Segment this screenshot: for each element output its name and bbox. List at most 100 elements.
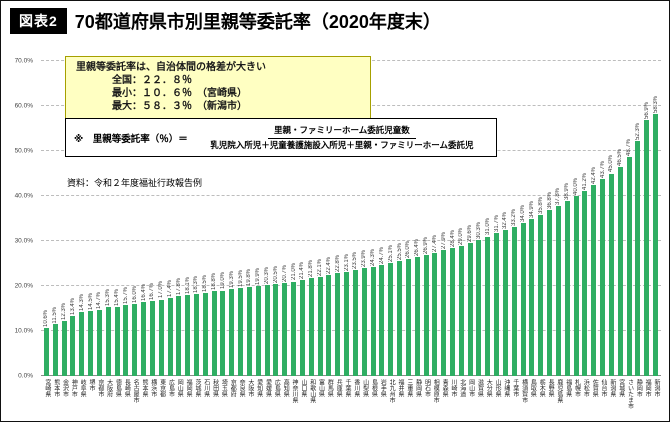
callout-national-average: 全国：２２．８％	[112, 75, 192, 86]
callout-heading: 里親等委託率は、自治体間の格差が大きい	[76, 62, 266, 73]
bar-slot: 19.9%	[254, 61, 263, 376]
bar	[229, 289, 235, 376]
bar-value-label: 12.3%	[61, 302, 68, 320]
x-axis-label-slot: 千葉市	[510, 379, 519, 421]
x-axis-label: 相模原市	[432, 379, 439, 403]
bar-slot: 37.8%	[554, 61, 563, 376]
bar	[388, 263, 394, 376]
bar-value-label: 15.4%	[114, 288, 121, 306]
bar-value-label: 17.4%	[167, 279, 173, 297]
bar	[123, 305, 129, 376]
bar-value-label: 48.7%	[626, 138, 633, 156]
bar-slot: 21.0%	[289, 61, 298, 376]
bar	[485, 236, 491, 376]
bar-value-label: 24.7%	[378, 246, 385, 264]
x-axis-label: 兵庫県	[335, 379, 342, 397]
bar-value-label: 26.0%	[405, 240, 412, 258]
callout-minimum: 最小：１０．６％ （宮崎県）	[112, 88, 247, 99]
x-axis-label-slot: 仙台市	[598, 379, 607, 421]
x-axis-label-slot: 高知県	[280, 379, 289, 421]
bar	[264, 284, 270, 376]
bar-slot: 20.3%	[263, 61, 272, 376]
bar-value-label: 19.0%	[219, 272, 226, 290]
bar	[317, 276, 323, 376]
bar-slot: 26.0%	[404, 61, 413, 376]
x-axis-label: さいたま市	[626, 379, 633, 409]
x-axis-label: 長野県	[547, 379, 554, 397]
bar	[555, 205, 561, 376]
bar	[352, 270, 358, 376]
bar	[423, 254, 429, 376]
x-axis-label: 熊本県	[140, 379, 147, 397]
bar-slot: 17.0%	[157, 61, 166, 376]
x-axis-label: 秋田県	[211, 379, 218, 397]
x-axis-label: 和歌山県	[308, 379, 315, 403]
bar-slot: 22.4%	[325, 61, 334, 376]
x-axis-label: 静岡県	[414, 379, 421, 397]
x-axis-label-slot: 茨城県	[192, 379, 201, 421]
formula-prefix: ※ 里親等委託率（％）＝	[74, 133, 188, 145]
bar-value-label: 34.0%	[520, 204, 527, 222]
x-axis-label: 岡山県	[176, 379, 183, 397]
bar-value-label: 58.3%	[652, 95, 659, 113]
x-axis-label-slot: 北海道	[457, 379, 466, 421]
x-axis-label-slot: 石川県	[201, 379, 210, 421]
bar-slot: 26.9%	[422, 61, 431, 376]
gridline	[41, 195, 661, 196]
bar-value-label: 31.7%	[493, 215, 500, 233]
bar-slot: 16.4%	[139, 61, 148, 376]
bar-value-label: 25.1%	[387, 245, 394, 263]
bar-slot: 40.0%	[572, 61, 581, 376]
bar	[397, 261, 403, 376]
bar-slot: 10.6%	[42, 61, 51, 376]
x-axis-label-slot: 千葉県	[342, 379, 351, 421]
bar-slot: 41.2%	[581, 61, 590, 376]
bar	[185, 294, 191, 376]
x-axis-label: 高知県	[282, 379, 289, 397]
bar-slot: 15.7%	[121, 61, 130, 376]
x-axis-label: 名古屋市	[132, 379, 139, 403]
x-axis-label-slot: 熊本県	[139, 379, 148, 421]
gridline	[41, 330, 661, 331]
x-axis-label: 岡山市	[467, 379, 474, 397]
x-axis-label: 浜松市	[582, 379, 589, 397]
bar-value-label: 22.1%	[317, 258, 324, 276]
bar-slot: 52.3%	[633, 61, 642, 376]
x-axis-label-slot: 静岡市	[633, 379, 642, 421]
bar-slot: 35.8%	[536, 61, 545, 376]
bar-value-label: 18.5%	[202, 274, 209, 292]
bar-slot: 58.3%	[651, 61, 660, 376]
x-axis-label: 大阪市	[246, 379, 253, 397]
x-axis-label-slot: 宮城県	[616, 379, 625, 421]
x-axis-label: 宮城県	[617, 379, 624, 397]
formula-numerator: 里親・ファミリーホーム委託児童数	[268, 124, 416, 139]
formula-box: ※ 里親等委託率（％）＝ 里親・ファミリーホーム委託児童数 乳児院入所児＋児童養…	[65, 118, 497, 157]
bar	[299, 279, 305, 376]
x-axis-label-slot: 神戸市	[68, 379, 77, 421]
x-axis-label-slot: 名古屋市	[130, 379, 139, 421]
bar	[52, 324, 58, 376]
bar-slot: 45.0%	[607, 61, 616, 376]
bar-slot: 22.1%	[316, 61, 325, 376]
bar	[582, 190, 588, 376]
bar-slot: 29.6%	[466, 61, 475, 376]
bar-slot: 48.7%	[625, 61, 634, 376]
bar	[370, 266, 376, 376]
bar-value-label: 15.7%	[122, 287, 129, 305]
bar-value-label: 38.9%	[564, 182, 571, 200]
bar-slot: 43.7%	[598, 61, 607, 376]
x-axis-label-slot: 新潟県	[607, 379, 616, 421]
bar-value-label: 21.8%	[308, 259, 315, 277]
bar	[591, 185, 597, 376]
bar-value-label: 36.8%	[546, 192, 553, 210]
bar-value-label: 28.4%	[449, 230, 456, 248]
bar	[617, 166, 623, 376]
figure-header: 図表2 70都道府県市別里親等委託率（2020年度末）	[10, 8, 441, 34]
bar-value-label: 19.8%	[246, 268, 253, 286]
bar-value-label: 13.4%	[69, 297, 76, 315]
bar-slot: 18.1%	[183, 61, 192, 376]
y-axis-tick-label: 60.0%	[14, 102, 33, 110]
x-axis-label: 沖縄県	[502, 379, 509, 397]
bar-slot: 19.8%	[245, 61, 254, 376]
